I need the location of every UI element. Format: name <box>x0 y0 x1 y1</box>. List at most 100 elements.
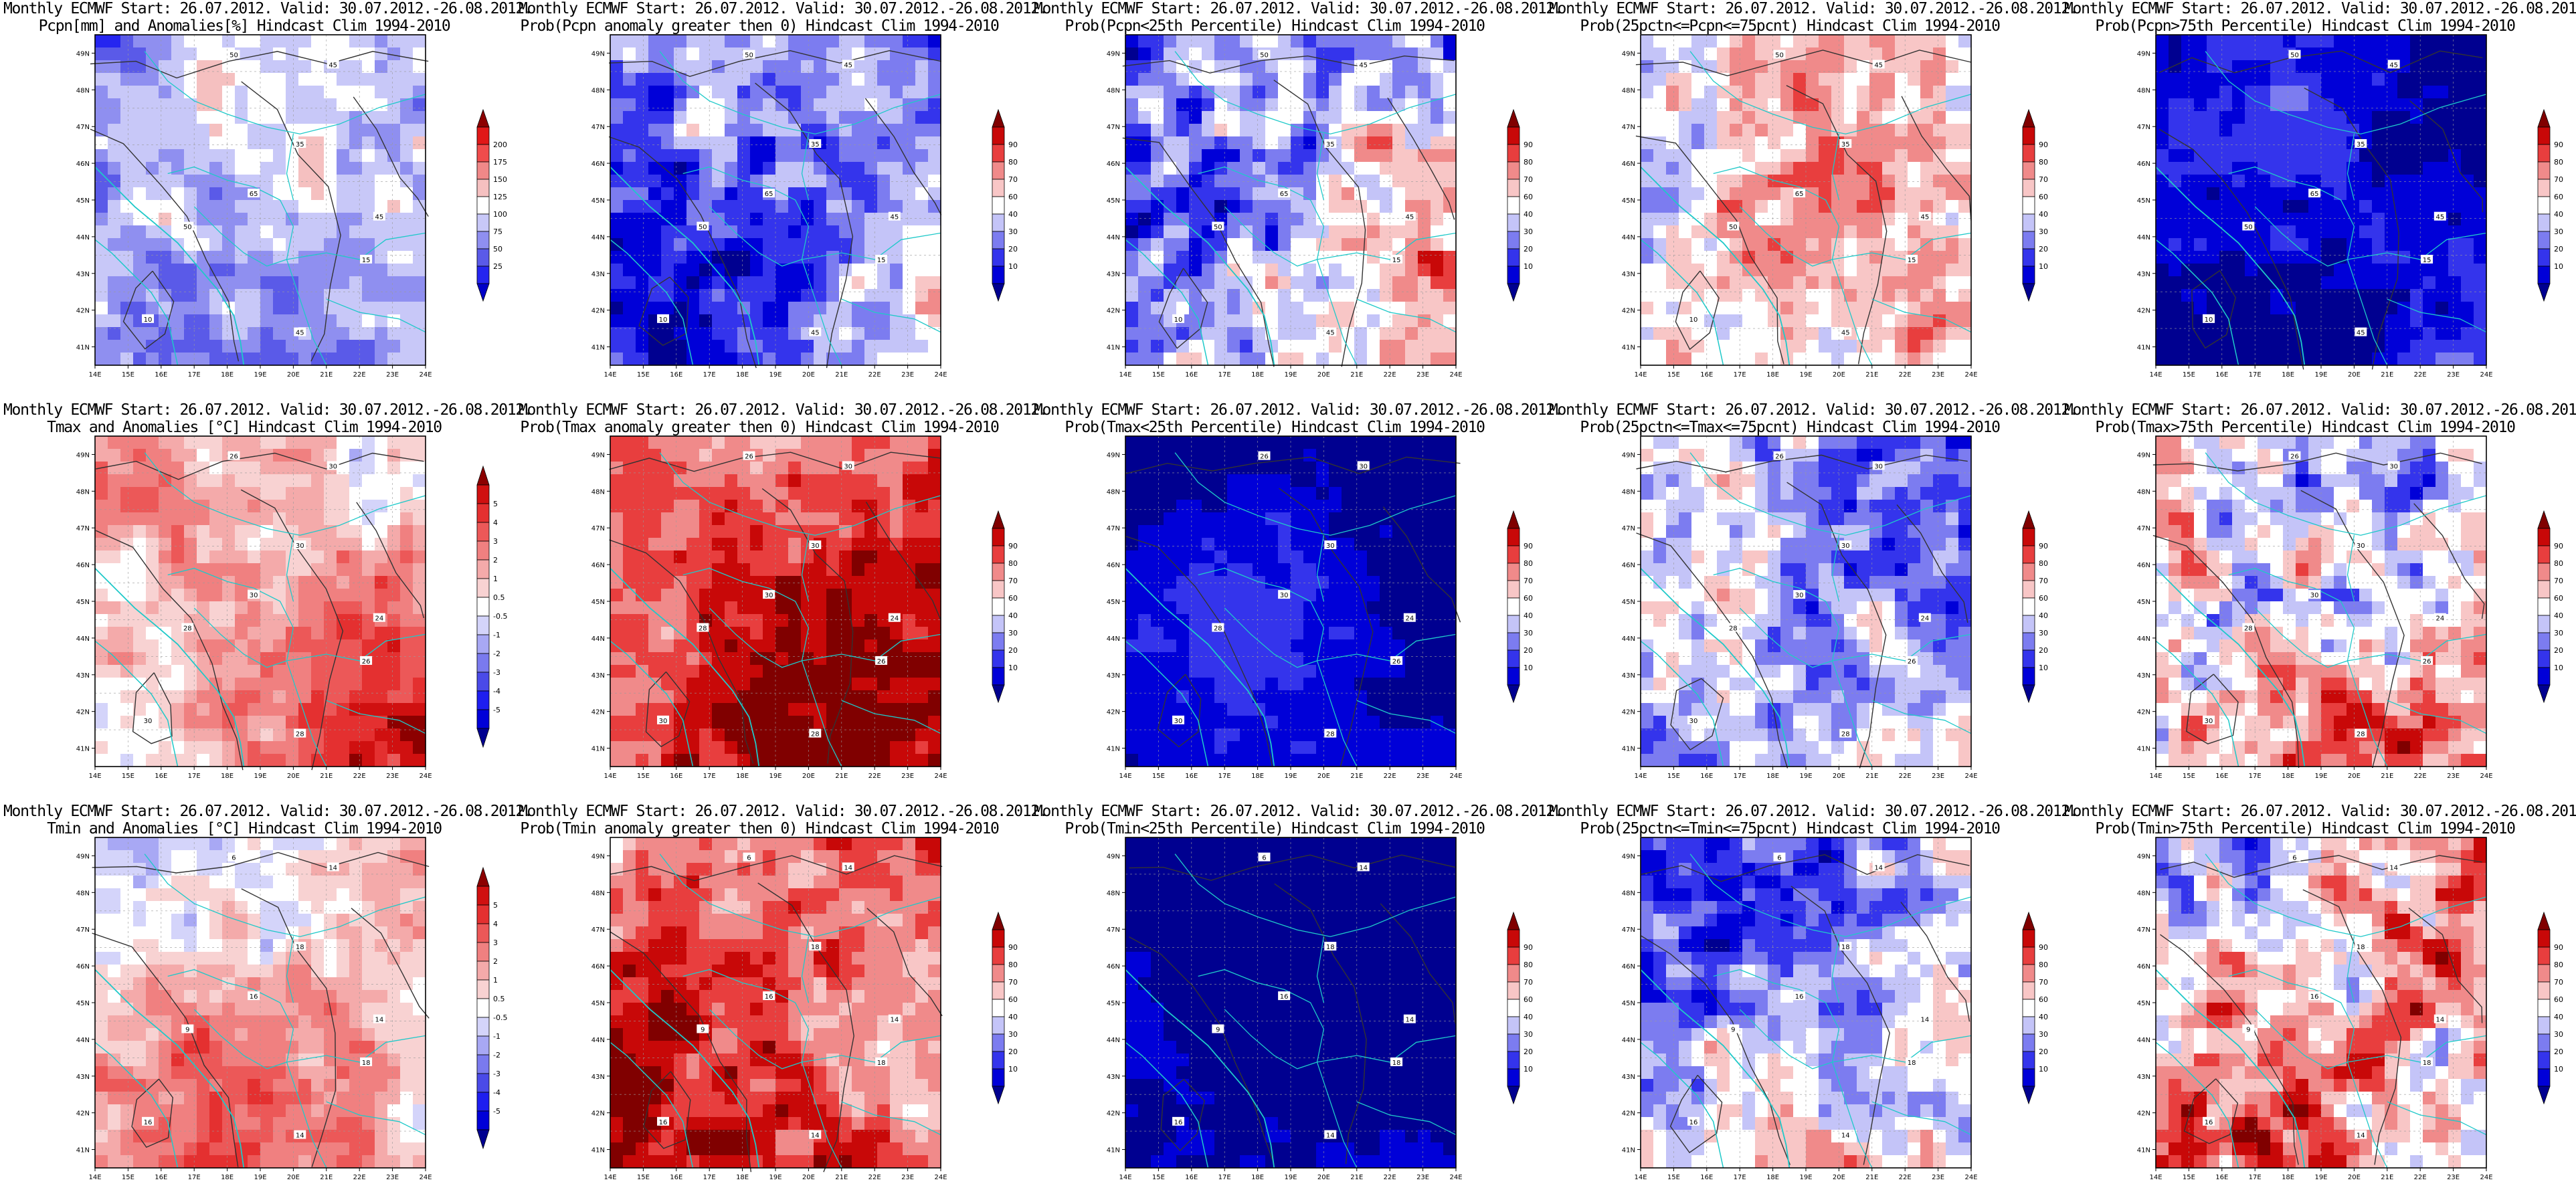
field-cell <box>1405 187 1418 201</box>
field-cell <box>171 124 185 137</box>
field-cell <box>286 500 299 513</box>
field-cell <box>298 462 312 475</box>
field-cell <box>1755 238 1768 252</box>
field-cell <box>2245 302 2258 315</box>
field-cell <box>864 238 878 252</box>
field-cell <box>2283 276 2296 290</box>
field-cell <box>1380 353 1393 366</box>
field-cell <box>146 340 159 353</box>
border-line <box>2387 298 2487 333</box>
field-cell <box>712 327 725 340</box>
field-cell <box>1679 162 1692 175</box>
field-cell <box>1176 251 1190 264</box>
field-cell <box>1819 162 1832 175</box>
lon-tick-label: 18E <box>221 773 234 780</box>
field-cell <box>387 302 401 315</box>
field-cell <box>1869 187 1883 201</box>
field-cell <box>2207 213 2220 226</box>
field-cell <box>2448 200 2462 213</box>
field-cell <box>661 525 674 538</box>
field-cell <box>712 474 725 488</box>
field-cell <box>826 512 840 526</box>
field-cell <box>2448 149 2462 163</box>
field-cell <box>1755 136 1768 150</box>
field-cell <box>1831 213 1845 226</box>
field-cell <box>915 264 929 277</box>
field-cell <box>95 162 108 175</box>
field-cell <box>248 73 261 86</box>
field-cell <box>1278 213 1291 226</box>
field-cell <box>197 639 210 653</box>
field-cell <box>801 200 814 213</box>
field-cell <box>1730 187 1743 201</box>
field-cell <box>1882 276 1896 290</box>
field-cell <box>2219 187 2233 201</box>
field-cell <box>636 111 649 124</box>
field-cell <box>1291 200 1304 213</box>
field-cell <box>2397 251 2411 264</box>
field-cell <box>120 86 134 99</box>
field-cell <box>2296 225 2309 239</box>
field-cell <box>1125 353 1139 366</box>
field-cell <box>903 302 916 315</box>
border-line <box>326 700 426 734</box>
field-cell <box>636 314 649 328</box>
field-cell <box>801 512 814 526</box>
field-cell <box>775 213 789 226</box>
field-cell <box>1831 264 1845 277</box>
field-cell <box>362 353 375 366</box>
field-cell <box>311 436 325 449</box>
field-cell <box>1717 327 1730 340</box>
field-cell <box>362 47 375 61</box>
contour-line <box>356 502 425 619</box>
field-cell <box>1806 111 1819 124</box>
field-cell <box>1227 47 1240 61</box>
contour-label-box <box>248 189 260 198</box>
field-cell <box>197 175 210 188</box>
field-cell <box>903 512 916 526</box>
field-cell <box>413 678 426 691</box>
lon-tick-label: 18E <box>2282 371 2294 379</box>
field-cell <box>133 589 147 602</box>
field-cell <box>95 563 108 577</box>
field-cell <box>1392 238 1406 252</box>
field-cell <box>2397 353 2411 366</box>
field-cell <box>298 449 312 462</box>
field-cell <box>2435 35 2449 48</box>
field-cell <box>209 340 223 353</box>
field-cell <box>2321 73 2334 86</box>
field-cell <box>2334 124 2347 137</box>
contour-label-box <box>2355 139 2367 148</box>
field-cell <box>699 538 713 551</box>
colorbar-tick-label: -5 <box>493 706 500 714</box>
field-cell <box>623 225 636 239</box>
field-cell <box>1653 47 1667 61</box>
field-cell <box>209 251 223 264</box>
field-cell <box>1354 264 1368 277</box>
field-cell <box>260 86 274 99</box>
field-cell <box>375 238 388 252</box>
field-cell <box>248 149 261 163</box>
field-cell <box>775 162 789 175</box>
field-cell <box>184 124 197 137</box>
field-cell <box>108 550 121 564</box>
field-cell <box>1240 314 1253 328</box>
field-cell <box>120 487 134 500</box>
field-cell <box>1946 238 1959 252</box>
field-cell <box>159 98 172 112</box>
field-cell <box>1125 302 1139 315</box>
field-cell <box>801 47 814 61</box>
colorbar-segment <box>476 578 490 598</box>
field-cell <box>1704 47 1718 61</box>
field-cell <box>362 487 375 500</box>
field-cell <box>2359 200 2373 213</box>
field-cell <box>1831 86 1845 99</box>
field-cell <box>387 200 401 213</box>
field-cell <box>1253 238 1266 252</box>
field-cell <box>413 703 426 716</box>
field-cell <box>1253 35 1266 48</box>
field-cell <box>737 200 751 213</box>
field-cell <box>324 289 337 302</box>
field-cell <box>814 162 827 175</box>
field-cell <box>1189 86 1202 99</box>
